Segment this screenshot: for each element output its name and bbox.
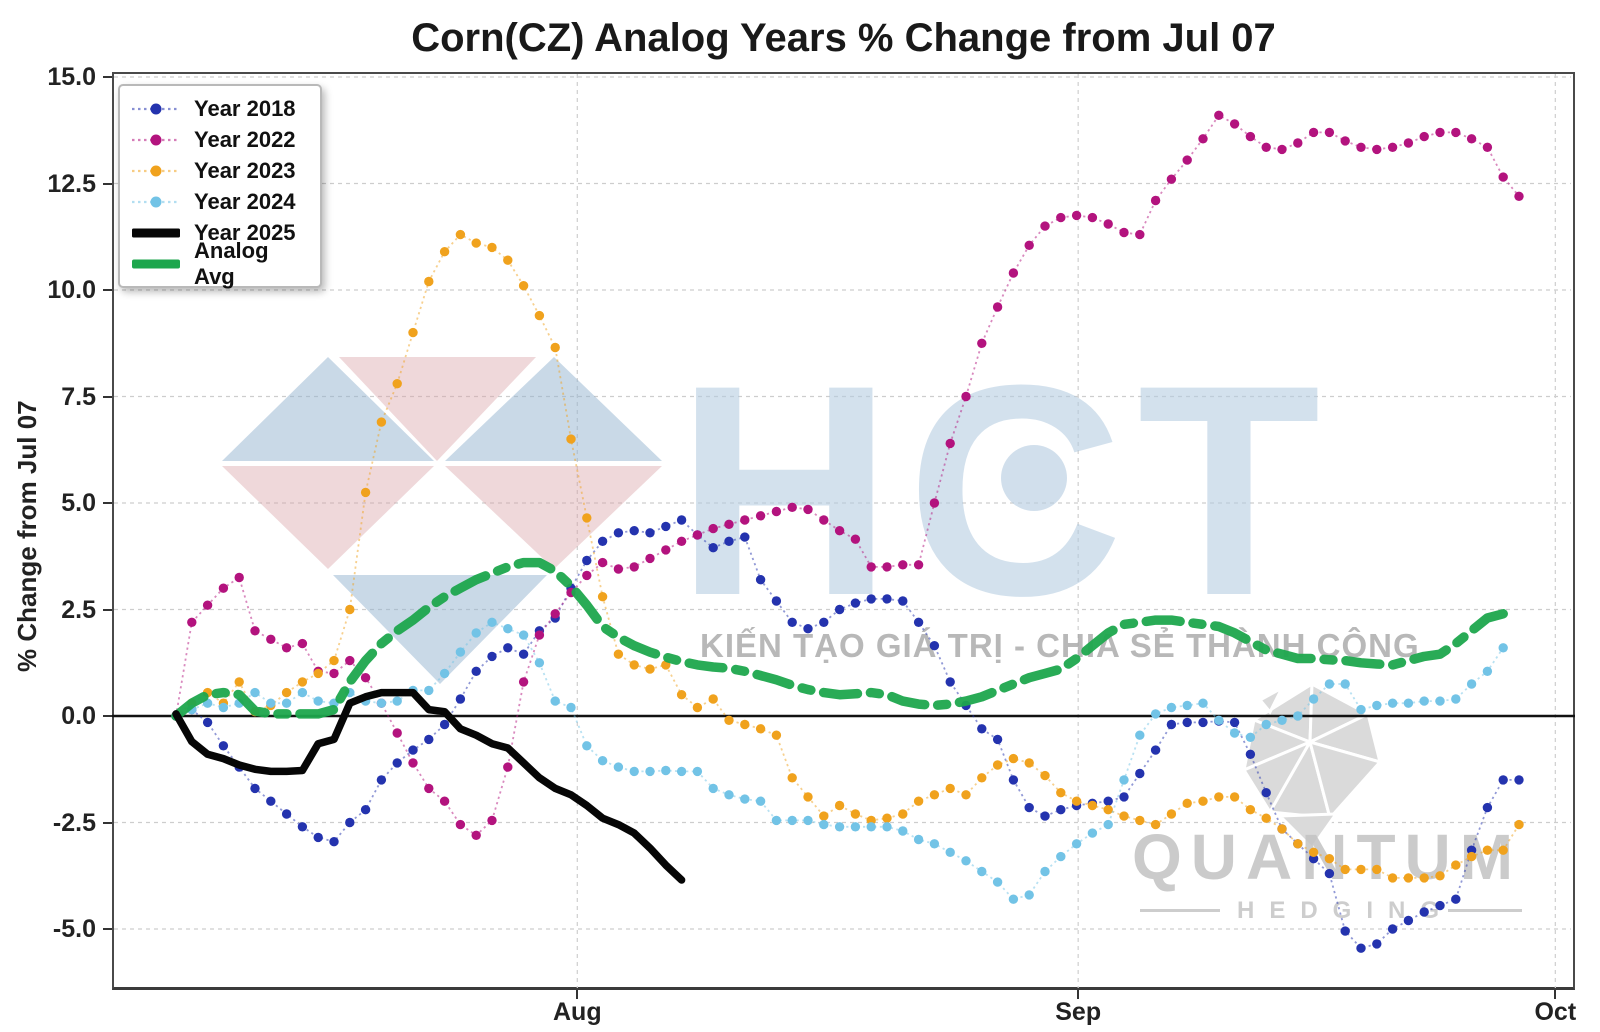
legend-item-year-2023: Year 2023 <box>130 155 310 186</box>
y-tick-mark <box>103 502 112 504</box>
legend-item-year-2018: Year 2018 <box>130 93 310 124</box>
y-tick-label-5.0: 5.0 <box>61 489 96 517</box>
x-tick-label-oct: Oct <box>1534 998 1577 1026</box>
grid-layer <box>114 74 1571 988</box>
series-year-2023 <box>171 229 1524 883</box>
legend-item-analog-avg: Analog Avg <box>130 238 310 289</box>
x-tick-mark <box>576 990 579 999</box>
y-tick-mark <box>103 928 112 930</box>
y-tick-mark <box>103 76 112 78</box>
legend-label: Year 2025 <box>194 219 296 245</box>
legend-swatch-icon <box>132 103 180 114</box>
y-tick-label-2.5: 2.5 <box>61 595 96 624</box>
y-tick-label--2.5: -2.5 <box>52 808 96 837</box>
y-tick-mark <box>103 182 112 185</box>
series-layer <box>112 110 1575 953</box>
legend-item-year-2024: Year 2024 <box>130 186 310 217</box>
x-tick-mark <box>1554 990 1557 999</box>
legend-label: Year 2023 <box>194 157 296 183</box>
legend-label: Year 2018 <box>194 95 296 121</box>
y-tick-mark <box>103 608 112 611</box>
legend-swatch-icon <box>132 259 180 268</box>
y-tick-mark <box>103 395 112 398</box>
legend-item-year-2022: Year 2022 <box>130 124 310 155</box>
legend-item-year-2025: Year 2025 <box>130 217 310 248</box>
y-tick-label-7.5: 7.5 <box>61 382 96 411</box>
series-year-2018 <box>171 515 1524 953</box>
series-year-2025 <box>172 688 686 884</box>
x-tick-label-aug: Aug <box>553 998 602 1026</box>
legend-swatch-icon <box>132 134 180 145</box>
legend-swatch-icon <box>132 196 180 207</box>
y-tick-mark <box>103 715 112 717</box>
x-tick-label-sep: Sep <box>1055 998 1102 1026</box>
legend-label: Analog Avg <box>194 237 269 289</box>
legend-swatch-icon <box>132 165 180 176</box>
y-tick-label-10.0: 10.0 <box>47 276 96 304</box>
legend-label: Year 2024 <box>194 188 296 214</box>
legend-swatch-icon <box>132 228 180 237</box>
page-title: Corn(CZ) Analog Years % Change from Jul … <box>411 16 1276 60</box>
y-tick-label-0.0: 0.0 <box>61 702 96 730</box>
y-tick-mark <box>103 289 112 291</box>
y-tick-label-15.0: 15.0 <box>47 63 96 91</box>
series-year-2022 <box>171 110 1524 840</box>
y-tick-label-12.5: 12.5 <box>47 169 96 198</box>
x-tick-mark <box>1077 990 1080 999</box>
legend: Year 2018 Year 2022 Year 2023 Year 2024 Year… <box>118 84 322 289</box>
y-tick-mark <box>103 821 112 824</box>
y-tick-label--5.0: -5.0 <box>52 915 96 943</box>
legend-label: Year 2022 <box>194 126 296 152</box>
